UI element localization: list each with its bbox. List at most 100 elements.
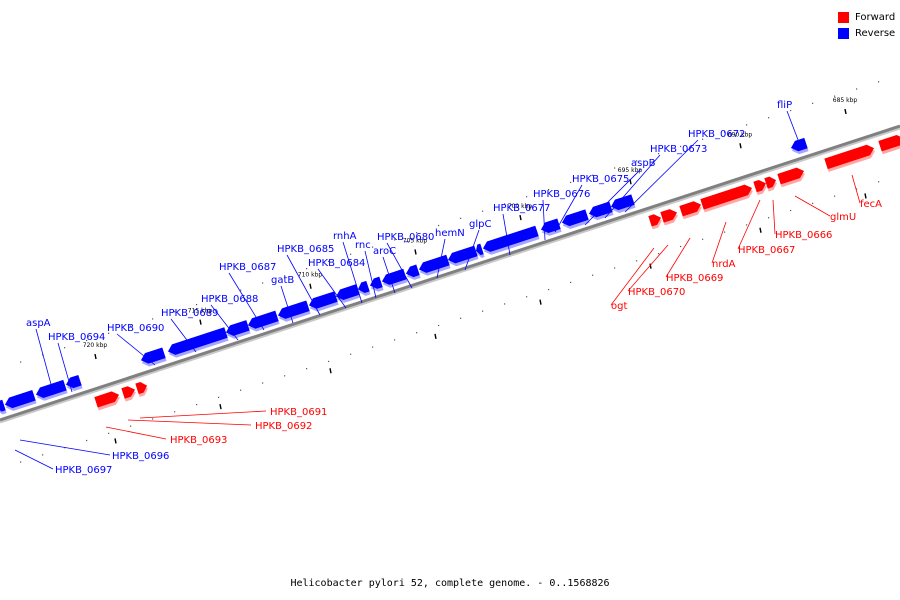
reverse-gene-arrow — [475, 243, 485, 258]
reverse-leader — [364, 250, 377, 299]
scale-dot — [460, 217, 462, 219]
forward-gene-label: nrdA — [712, 259, 736, 270]
scale-dots — [20, 81, 880, 463]
legend-reverse: Reverse — [838, 25, 895, 41]
reverse-leader — [280, 285, 294, 324]
scale-tick-lower — [434, 333, 437, 340]
scale-tick — [414, 249, 417, 255]
scale-dot — [438, 324, 440, 327]
forward-swatch — [838, 11, 849, 23]
reverse-gene-label: rnhA — [333, 231, 357, 242]
forward-gene-arrow-body — [121, 386, 136, 399]
scale-dot — [746, 224, 748, 226]
scale-dot — [306, 268, 308, 270]
reverse-gene-arrow — [335, 284, 361, 303]
forward-gene-label: HPKB_0693 — [170, 435, 227, 446]
forward-gene-arrow-body — [660, 209, 678, 223]
scale-tick-lower — [329, 368, 332, 374]
scale-tick — [199, 319, 202, 325]
scale-dot — [702, 238, 704, 240]
forward-gene-arrow — [700, 184, 753, 213]
scale-dot — [174, 411, 176, 413]
scale-dot — [482, 310, 484, 312]
scale-dot — [328, 260, 330, 263]
reverse-gene-label: HPKB_0697 — [55, 465, 112, 476]
reverse-gene-label: glpC — [469, 219, 491, 230]
forward-gene-arrow-body — [648, 214, 662, 227]
reverse-gene-arrow-body — [540, 218, 561, 233]
forward-leader — [665, 237, 691, 278]
scale-label: 720 kbp — [83, 342, 108, 349]
reverse-leader — [604, 154, 661, 219]
forward-gene-arrow-body — [700, 184, 753, 210]
scale-dot — [746, 124, 748, 126]
reverse-gene-arrow-body — [447, 245, 478, 264]
forward-leader — [711, 221, 727, 264]
scale-label: 710 kbp — [298, 272, 323, 279]
reverse-gene-arrow-body — [418, 254, 450, 273]
legend-forward: Forward — [838, 9, 895, 25]
reverse-gene-arrow-body — [561, 209, 589, 227]
scale-dot — [658, 253, 660, 255]
reverse-gene-label: HPKB_0676 — [533, 189, 590, 200]
scale-dot — [328, 360, 330, 363]
legend: Forward Reverse — [838, 9, 895, 41]
scale-label: 695 kbp — [618, 167, 643, 174]
forward-gene-arrow-body — [94, 391, 120, 408]
forward-gene-arrow — [679, 201, 702, 220]
scale-dot — [724, 231, 726, 233]
reverse-gene-label: aroC — [373, 246, 396, 257]
scale-label: 700 kbp — [508, 203, 533, 210]
scale-dot — [86, 339, 88, 342]
reverse-gene-label: fliP — [777, 100, 792, 111]
scale-dot — [284, 275, 286, 277]
scale-dot — [790, 109, 792, 112]
reverse-leader — [57, 342, 73, 393]
forward-gene-arrow-body — [824, 144, 875, 170]
reverse-gene-label: hemN — [435, 228, 465, 239]
legend-reverse-label: Reverse — [855, 27, 896, 39]
reverse-gene-arrow-body — [405, 264, 420, 278]
scale-tick — [844, 108, 847, 115]
forward-leader — [851, 174, 861, 204]
reverse-leader — [584, 168, 642, 226]
genome-caption: Helicobacter pylori 52, complete genome.… — [290, 578, 610, 589]
scale-dot — [548, 288, 550, 291]
scale-dot — [152, 318, 154, 320]
reverse-gene-label: HPKB_0680 — [377, 232, 434, 243]
scale-dot — [526, 196, 528, 198]
scale-dot — [856, 88, 858, 90]
scale-dot — [350, 353, 352, 355]
reverse-gene-label: aspB — [631, 158, 656, 169]
forward-gene-label: ogt — [611, 301, 627, 312]
forward-gene-arrow — [878, 134, 900, 155]
reverse-gene-arrow — [405, 264, 421, 280]
reverse-gene-label: HPKB_0687 — [219, 262, 276, 273]
forward-gene-arrow-body — [135, 382, 148, 395]
forward-gene-arrow-body — [878, 134, 900, 152]
reverse-leader — [386, 242, 413, 289]
reverse-gene-arrow — [4, 390, 37, 411]
scale-label: 705 kbp — [403, 237, 428, 244]
forward-leader — [794, 195, 831, 217]
scale-dot — [152, 418, 154, 420]
scale-dot — [130, 325, 132, 327]
scale-dot — [350, 253, 352, 255]
reverse-leader — [14, 449, 54, 470]
scale-dot — [394, 239, 396, 241]
reverse-leader — [210, 304, 239, 341]
reverse-leader — [542, 199, 546, 241]
reverse-gene-arrow — [0, 399, 7, 415]
label-leaders — [14, 110, 861, 470]
reverse-gene-label: HPKB_0696 — [112, 451, 169, 462]
reverse-leader — [502, 213, 511, 256]
scale-dot — [196, 403, 198, 406]
scale-dot — [20, 361, 22, 363]
reverse-gene-arrow — [140, 347, 167, 367]
reverse-gene-arrow-body — [381, 268, 407, 285]
scale-dot — [878, 181, 880, 183]
scale-dot — [658, 153, 660, 155]
forward-gene-label: HPKB_0691 — [270, 407, 327, 418]
scale-tick-lower — [649, 263, 652, 269]
scale-dot — [768, 117, 770, 119]
